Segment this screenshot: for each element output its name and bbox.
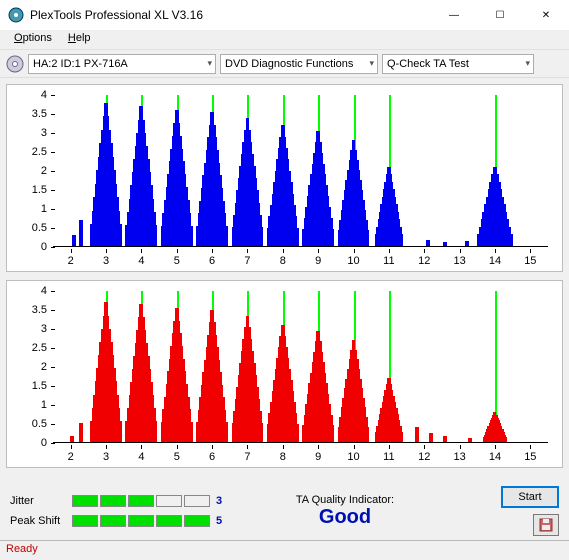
test-select[interactable]: Q-Check TA Test [382,54,534,74]
peakshift-label: Peak Shift [10,515,72,527]
export-button[interactable] [533,514,559,536]
jitter-chart-top: 00.511.522.533.5423456789101112131415 [6,84,563,272]
titlebar: PlexTools Professional XL V3.16 — ☐ ✕ [0,0,569,30]
device-select[interactable]: HA:2 ID:1 PX-716A [28,54,216,74]
minimize-button[interactable]: — [431,0,477,30]
status-bar: Ready [0,540,569,560]
window-title: PlexTools Professional XL V3.16 [30,8,203,22]
app-icon [8,7,24,23]
disc-icon [6,55,24,73]
jitter-label: Jitter [10,495,72,507]
ta-quality-label: TA Quality Indicator: [270,494,420,506]
close-button[interactable]: ✕ [523,0,569,30]
menu-options[interactable]: Options [6,30,60,49]
maximize-button[interactable]: ☐ [477,0,523,30]
floppy-icon [539,518,553,532]
jitter-value: 3 [216,495,222,507]
toolbar: HA:2 ID:1 PX-716A DVD Diagnostic Functio… [0,50,569,78]
bottom-panel: Jitter 3 Peak Shift 5 TA Quality Indicat… [0,482,569,540]
chart-area: 00.511.522.533.5423456789101112131415 00… [0,78,569,482]
function-select[interactable]: DVD Diagnostic Functions [220,54,378,74]
peakshift-value: 5 [216,515,222,527]
jitter-chart-bottom: 00.511.522.533.5423456789101112131415 [6,280,563,468]
menu-help[interactable]: Help [60,30,99,49]
peakshift-meter [72,515,210,527]
start-button[interactable]: Start [501,486,559,508]
menubar: Options Help [0,30,569,50]
jitter-meter [72,495,210,507]
ta-quality-value: Good [270,506,420,529]
